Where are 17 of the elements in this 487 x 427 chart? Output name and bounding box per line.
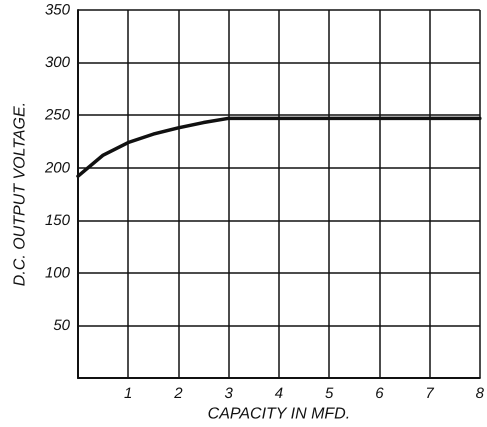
x-tick-label: 3 (224, 385, 234, 402)
y-tick-label: 250 (44, 106, 71, 124)
x-tick-label: 5 (324, 385, 334, 402)
x-tick-label: 4 (274, 385, 284, 402)
y-tick-label: 300 (44, 54, 71, 72)
x-tick-label: 8 (476, 385, 485, 402)
y-tick-label: 50 (53, 317, 71, 334)
x-tick-label: 1 (124, 385, 132, 402)
y-tick-label: 100 (44, 264, 71, 282)
y-tick-label: 200 (44, 159, 71, 176)
y-tick-label: 350 (44, 2, 71, 18)
y-axis-title: D.C. OUTPUT VOLTAGE. (12, 102, 28, 286)
x-axis-title: CAPACITY IN MFD. (208, 406, 350, 422)
x-tick-label: 6 (375, 385, 384, 402)
y-tick-label: 150 (44, 212, 71, 229)
x-tick-label: 7 (425, 385, 434, 402)
x-tick-label: 2 (173, 385, 184, 402)
